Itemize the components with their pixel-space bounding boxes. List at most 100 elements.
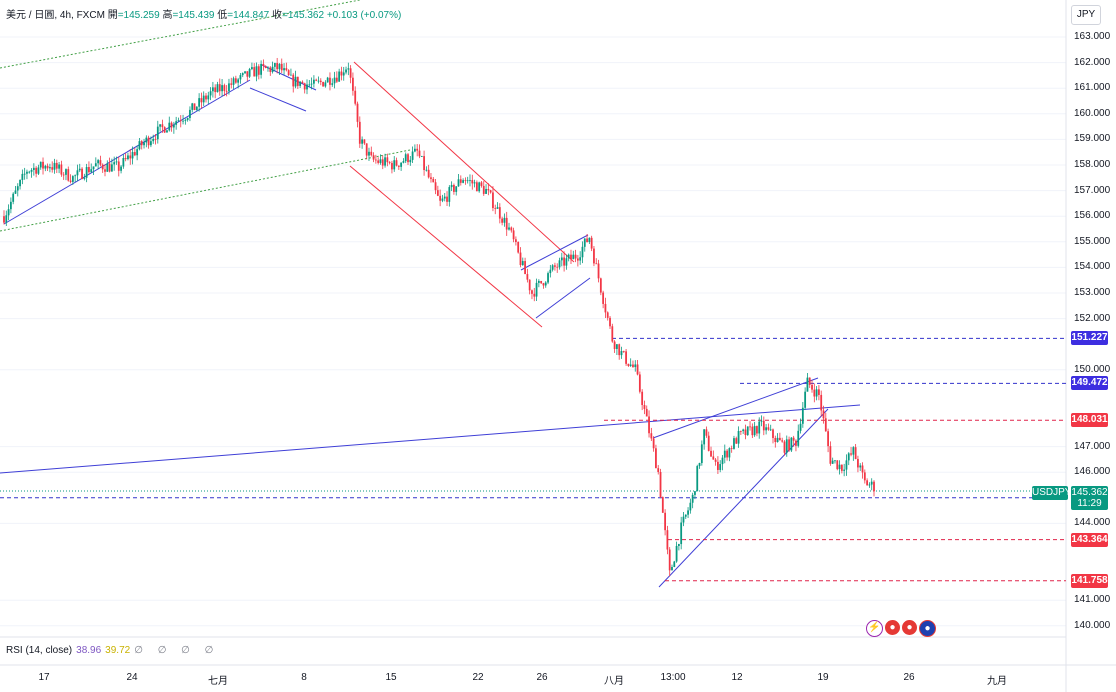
candle-body [673,561,676,567]
candle-body [97,160,100,164]
candle-body [471,180,474,184]
candle-body [792,437,795,441]
candle-body [5,215,8,223]
candle-body [319,80,322,82]
flag-lower-line[interactable] [249,87,307,112]
green-dotted-trendline-lower[interactable] [0,149,411,232]
red-channel-lower[interactable] [349,165,543,328]
candle-body [744,429,747,436]
level-badge-148.031: 148.031 [1071,413,1108,428]
rising-wedge-upper[interactable] [520,234,589,271]
candle-body [524,261,526,275]
candle-body [593,248,595,264]
candle-body [349,68,352,78]
price-tick: 155.000 [1074,235,1111,247]
candle-body [232,78,235,85]
candle-body [278,63,281,70]
candle-body [285,68,288,71]
price-tick: 161.000 [1074,82,1111,94]
rsi-value-2: 39.72 [105,645,131,656]
candle-body [404,154,407,162]
candle-body [356,103,359,122]
candle-body [742,429,745,432]
candle-body [372,155,375,160]
candle-body [276,63,279,70]
candle-body [7,209,10,216]
candle-body [581,246,584,258]
price-tick: 153.000 [1074,287,1111,298]
candle-body [790,437,793,451]
candle-body [609,317,611,327]
candle-body [214,87,217,93]
candle-body [767,427,770,430]
candle-body [510,227,513,231]
candle-body [661,497,664,513]
time-tick: 19 [817,672,829,683]
red-channel-upper[interactable] [353,61,575,263]
candle-body [845,460,848,470]
price-tick: 147.000 [1074,440,1111,452]
candle-body [776,437,779,443]
candle-body [101,164,104,170]
candle-body [707,435,710,451]
candle-body [643,405,646,409]
price-tick: 146.000 [1074,466,1111,478]
candle-body [434,182,437,191]
rsi-empty-values: ∅ ∅ ∅ ∅ [134,645,220,656]
candle-body [508,227,510,230]
candle-body [719,464,722,470]
horizontal-levels[interactable] [0,337,1066,582]
candle-body [310,83,313,85]
currency-button[interactable]: JPY [1071,5,1101,25]
candle-body [335,77,338,82]
candle-body [850,453,852,455]
candle-body [127,155,129,160]
candle-body [544,282,547,286]
candle-body [55,162,58,169]
bolt-icon[interactable]: ⚡ [866,620,883,637]
candle-body [634,364,637,368]
candle-body [78,168,81,171]
flag-icon-2[interactable]: ● [902,620,917,635]
candle-body [228,83,230,92]
long-blue-trendline[interactable] [0,404,861,474]
candle-body [234,78,237,83]
candle-body [156,126,159,140]
symbol-legend[interactable]: 美元 / 日圓, 4h, FXCM 開=145.259 高=145.439 低=… [6,6,401,21]
time-tick: 九月 [987,676,1007,687]
candle-body [379,159,382,163]
candle-body [115,161,118,163]
candle-body [30,170,33,172]
flag-icon-1[interactable]: ● [885,620,900,635]
flag-icon-3[interactable]: ● [919,620,936,637]
rsi-legend[interactable]: RSI (14, close) 38.96 39.72 ∅ ∅ ∅ ∅ [6,645,219,656]
candle-body [737,431,740,444]
candle-body [650,433,653,439]
candle-body [393,160,396,170]
triangle-upper-line[interactable] [652,377,819,439]
candle-body [677,544,680,546]
candle-body [120,166,122,171]
candle-body [489,190,492,193]
blue-uptrend-line[interactable] [3,79,251,225]
close-value: =145.362 [282,10,325,21]
candle-body [783,441,786,453]
candle-body [774,437,777,443]
green-dotted-trendline-upper[interactable] [0,0,361,69]
candle-body [37,167,40,174]
event-icons[interactable]: ⚡ ● ● ● [866,620,936,637]
candle-body [694,491,696,495]
time-tick: 22 [472,672,484,683]
candle-body [368,151,370,156]
symbol-title: 美元 / 日圓, 4h, FXCM [6,10,105,21]
candle-body [450,184,453,188]
candle-body [834,460,836,462]
price-tick: 150.000 [1074,363,1111,375]
candlesticks [3,57,875,577]
candle-body [494,208,497,209]
candle-body [361,139,364,144]
rising-wedge-lower[interactable] [535,277,591,319]
candle-body [312,79,315,84]
candle-body [271,66,274,72]
